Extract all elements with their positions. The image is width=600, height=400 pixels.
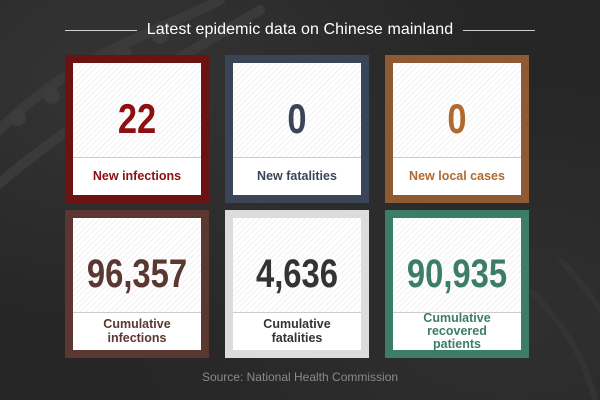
new-fatalities-value: 0 — [287, 95, 307, 142]
card-cumulative-recovered: 90,935 Cumulative recovered patients — [385, 210, 529, 358]
source-note: Source: National Health Commission — [201, 370, 399, 384]
card-panel: 22 New infections — [73, 63, 201, 195]
card-new-local-cases: 0 New local cases — [385, 55, 529, 203]
title-right-line — [463, 29, 536, 31]
cumulative-fatalities-label: Cumulative fatalities — [233, 312, 361, 350]
new-local-cases-value: 0 — [447, 95, 467, 142]
cumulative-infections-label: Cumulative infections — [73, 312, 201, 350]
card-panel: 96,357 Cumulative infections — [73, 218, 201, 350]
card-panel: 90,935 Cumulative recovered patients — [393, 218, 521, 351]
card-panel: 0 New fatalities — [233, 63, 361, 195]
cumulative-recovered-value: 90,935 — [406, 252, 508, 296]
card-cumulative-fatalities: 4,636 Cumulative fatalities — [225, 210, 369, 358]
cumulative-infections-value: 96,357 — [86, 252, 188, 296]
page-title: Latest epidemic data on Chinese mainland — [146, 21, 454, 38]
card-new-fatalities: 0 New fatalities — [225, 55, 369, 203]
new-infections-value: 22 — [117, 95, 157, 142]
new-local-cases-label: New local cases — [393, 157, 521, 195]
title-row: Latest epidemic data on Chinese mainland — [0, 18, 600, 42]
card-panel: 0 New local cases — [393, 63, 521, 195]
new-fatalities-label: New fatalities — [233, 157, 361, 195]
cumulative-fatalities-value: 4,636 — [255, 252, 339, 296]
card-cumulative-infections: 96,357 Cumulative infections — [65, 210, 209, 358]
card-new-infections: 22 New infections — [65, 55, 209, 203]
new-infections-label: New infections — [73, 157, 201, 195]
cumulative-recovered-label: Cumulative recovered patients — [393, 311, 521, 351]
title-left-line — [64, 29, 137, 31]
card-panel: 4,636 Cumulative fatalities — [233, 218, 361, 350]
